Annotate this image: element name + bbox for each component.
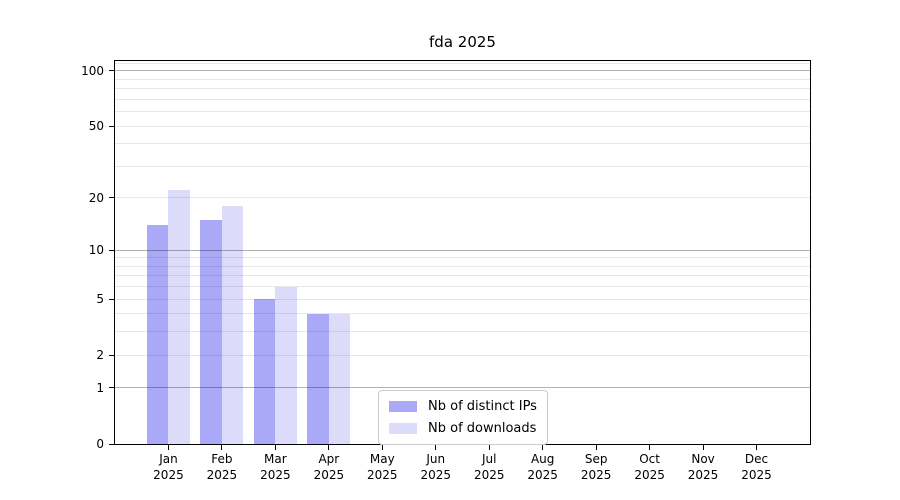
xtick-label-aug: Aug 2025 [527, 452, 558, 482]
legend-item-downloads: Nb of downloads [389, 420, 537, 437]
xtick-mark-sep [595, 445, 597, 450]
xtick-label-jan: Jan 2025 [153, 452, 184, 482]
ytick-label-50: 50 [88, 119, 104, 134]
chart-title: fda 2025 [429, 33, 496, 51]
xtick-label-may: May 2025 [367, 452, 398, 482]
ytick-mark-1 [109, 387, 114, 389]
ytick-mark-100 [109, 70, 114, 72]
legend-label-downloads: Nb of downloads [428, 421, 537, 436]
bar-nb-of-downloads-jan [168, 190, 190, 444]
gridline-minor-20 [115, 197, 810, 199]
xtick-label-mar: Mar 2025 [260, 452, 291, 482]
xtick-label-apr: Apr 2025 [313, 452, 345, 482]
ytick-label-0: 0 [96, 437, 104, 451]
gridline-minor-30 [115, 165, 810, 167]
xtick-mark-jul [488, 445, 490, 450]
xtick-mark-mar [274, 445, 276, 450]
xtick-label-sep: Sep 2025 [580, 452, 612, 482]
gridline-minor-110 [115, 62, 810, 64]
ytick-label-5: 5 [96, 292, 104, 307]
ytick-label-2: 2 [96, 348, 104, 363]
ytick-label-10: 10 [88, 243, 104, 258]
xtick-mark-aug [542, 445, 544, 450]
xtick-label-jun: Jun 2025 [420, 452, 452, 482]
legend-label-distinct-ips: Nb of distinct IPs [428, 399, 537, 414]
xtick-mark-dec [756, 445, 758, 450]
xtick-mark-jun [435, 445, 437, 450]
ytick-mark-2 [109, 354, 114, 356]
xtick-mark-oct [649, 445, 651, 450]
gridline-minor-60 [115, 111, 810, 113]
plot-area: Nb of distinct IPs Nb of downloads [114, 60, 811, 445]
gridline-minor-70 [115, 98, 810, 100]
xtick-mark-apr [328, 445, 330, 450]
bar-nb-of-downloads-feb [221, 205, 244, 444]
xtick-label-dec: Dec 2025 [741, 452, 772, 482]
gridline-minor-50 [115, 125, 810, 127]
ytick-mark-10 [109, 249, 114, 251]
legend: Nb of distinct IPs Nb of downloads [378, 390, 548, 445]
xtick-mark-feb [221, 445, 223, 450]
ytick-mark-5 [109, 298, 114, 300]
bar-nb-of-distinct-ips-jan [146, 225, 169, 444]
bar-nb-of-distinct-ips-feb [200, 219, 222, 444]
xtick-mark-may [381, 445, 383, 450]
ytick-mark-0 [109, 443, 114, 445]
xtick-mark-nov [702, 445, 704, 450]
xtick-label-feb: Feb 2025 [206, 452, 238, 482]
xtick-label-jul: Jul 2025 [473, 452, 505, 482]
bar-nb-of-distinct-ips-apr [307, 313, 329, 444]
legend-item-distinct-ips: Nb of distinct IPs [389, 398, 537, 415]
bar-nb-of-downloads-apr [328, 313, 351, 444]
ytick-label-1: 1 [96, 380, 104, 395]
ytick-label-100: 100 [81, 63, 104, 78]
xtick-label-nov: Nov 2025 [687, 452, 719, 482]
ytick-mark-50 [109, 125, 114, 127]
gridline-minor-40 [115, 143, 810, 145]
legend-swatch-distinct-ips [389, 401, 417, 412]
xtick-label-oct: Oct 2025 [634, 452, 665, 482]
ytick-mark-20 [109, 197, 114, 199]
gridline-major-100 [115, 70, 810, 72]
gridline-minor-90 [115, 78, 810, 80]
xtick-mark-jan [167, 445, 169, 450]
bar-nb-of-distinct-ips-mar [253, 299, 276, 444]
ytick-label-20: 20 [88, 190, 104, 205]
gridline-minor-80 [115, 88, 810, 90]
bar-nb-of-downloads-mar [275, 286, 297, 444]
legend-swatch-downloads [389, 423, 417, 434]
